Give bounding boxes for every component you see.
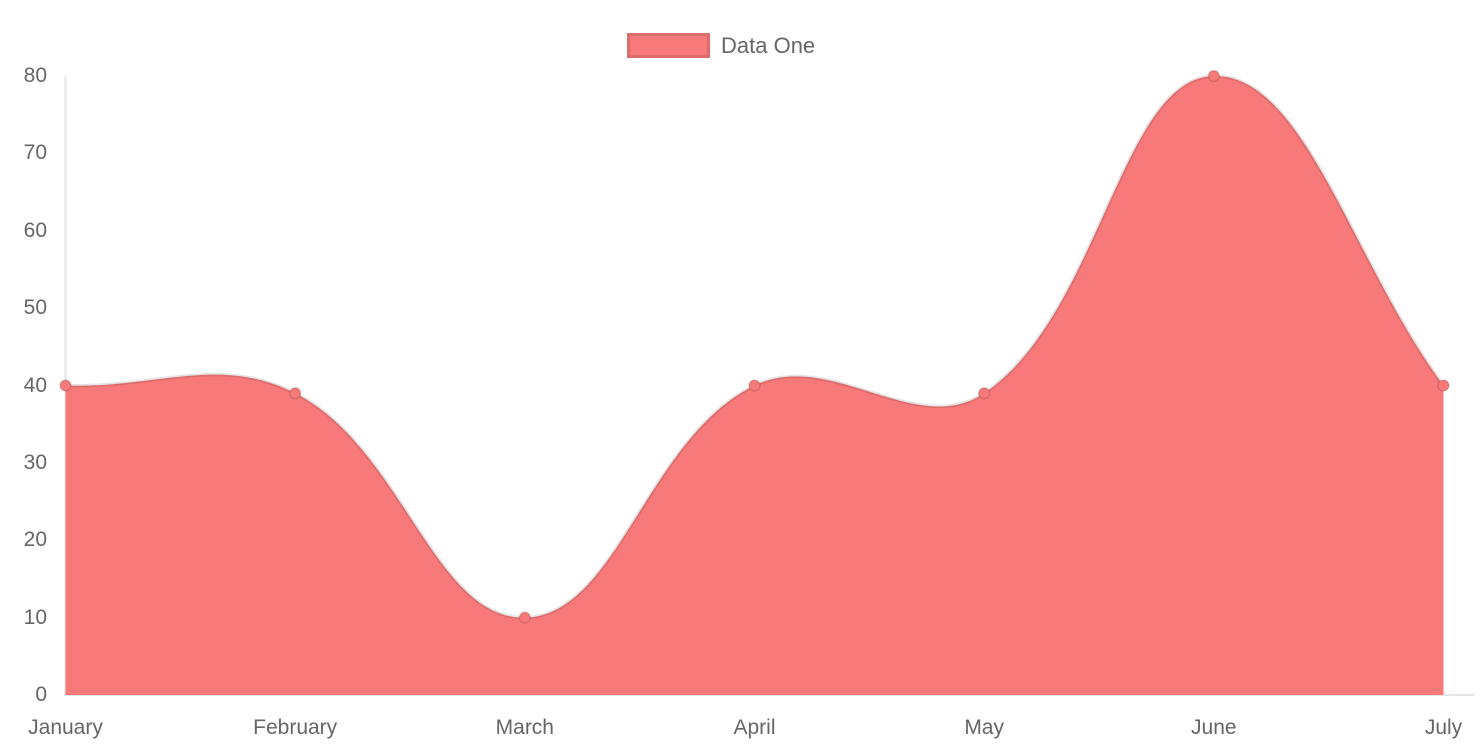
data-point-february[interactable] <box>288 386 302 400</box>
y-tick-label-10: 10 <box>23 605 47 629</box>
legend-swatch-data-one <box>627 33 710 58</box>
legend-label-data-one: Data One <box>721 33 816 58</box>
x-tick-label-january: January <box>28 716 103 739</box>
y-tick-label-20: 20 <box>23 528 47 552</box>
y-tick-label-60: 60 <box>23 218 47 242</box>
x-tick-label-march: March <box>495 716 554 739</box>
data-points <box>59 69 1450 624</box>
data-point-april[interactable] <box>748 379 761 392</box>
data-point-january[interactable] <box>59 379 72 392</box>
x-tick-label-june: June <box>1191 716 1237 739</box>
area-path <box>65 75 1444 696</box>
data-point-march[interactable] <box>518 611 532 624</box>
y-tick-label-40: 40 <box>23 373 47 397</box>
y-tick-label-70: 70 <box>23 141 47 165</box>
x-tick-label-july: July <box>1424 716 1463 739</box>
line-path <box>63 74 1446 620</box>
x-tick-label-february: February <box>253 716 338 739</box>
y-tick-label-80: 80 <box>23 64 47 87</box>
data-point-june[interactable] <box>1207 69 1221 83</box>
x-tick-label-may: May <box>964 716 1004 739</box>
y-tick-label-0: 0 <box>35 683 47 706</box>
y-tick-label-30: 30 <box>23 450 47 474</box>
y-tick-label-50: 50 <box>23 296 47 320</box>
data-point-may[interactable] <box>977 386 991 400</box>
data-point-july[interactable] <box>1437 379 1450 392</box>
legend[interactable]: Data One <box>627 33 815 58</box>
x-tick-label-april: April <box>733 716 776 739</box>
